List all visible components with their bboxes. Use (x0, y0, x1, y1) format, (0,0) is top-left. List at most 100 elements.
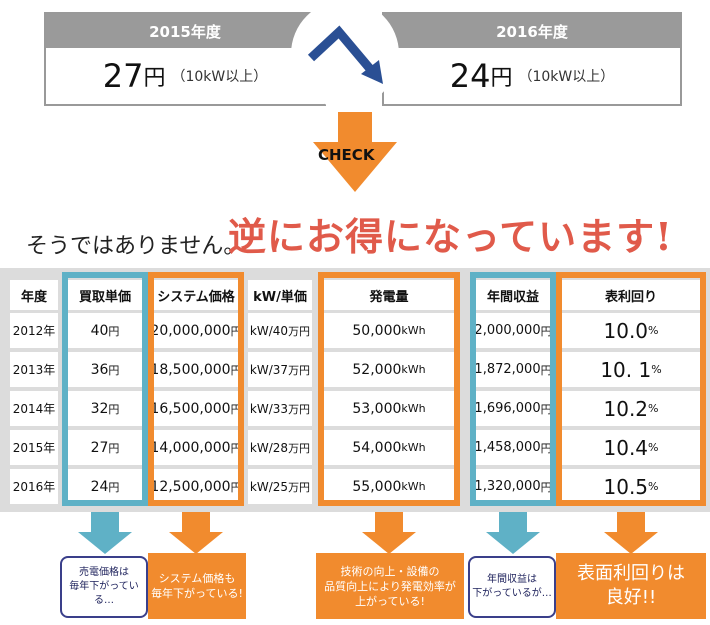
table-cell-system: 20,000,000 円 (150, 313, 242, 348)
cell-unit: 円 (230, 480, 242, 494)
cell-value: 1,320,000 (474, 479, 541, 494)
cell-unit: 円 (108, 480, 120, 494)
cell-unit: % (648, 480, 659, 493)
table-cell-price: 36 円 (68, 352, 142, 387)
cell-value: 32 (90, 400, 109, 417)
cell-unit: 円 (108, 324, 120, 338)
header-year: 年度 (10, 280, 58, 310)
price-unit-2015: 円 (143, 66, 166, 91)
price-2015: 27 円 （10kW以上） (46, 48, 324, 104)
cell-unit: 円 (230, 402, 242, 416)
summary-arrows (78, 512, 658, 554)
cell-value: 55,000 (352, 478, 402, 495)
cell-unit: % (648, 441, 659, 454)
cell-value: 14,000,000 (150, 439, 231, 456)
cell-value: 10.0 (603, 318, 649, 343)
cell-value: 1,696,000 (474, 401, 541, 416)
arrow-gen-icon (362, 512, 416, 554)
cell-value: kW/37 (249, 362, 289, 377)
arrow-rev-icon (486, 512, 540, 554)
cell-unit: 円 (540, 441, 552, 455)
note-price: 売電価格は 毎年下がっている… (60, 556, 148, 618)
table-cell-year: 2014年 (10, 391, 58, 426)
table-cell-rev: 1,458,000 円 (474, 430, 552, 465)
note-system: システム価格も 毎年下がっている! (148, 553, 246, 619)
price-value-2015: 27 (102, 57, 144, 95)
cell-value: 2016年 (12, 480, 56, 494)
cell-unit: 万円 (288, 324, 311, 338)
cell-unit: 円 (540, 324, 552, 338)
table-cell-gen: 53,000 kWh (324, 391, 454, 426)
cell-value: 2013年 (12, 363, 56, 377)
table-cell-gen: 52,000 kWh (324, 352, 454, 387)
cell-value: 24 (90, 478, 109, 495)
arrow-price-icon (78, 512, 132, 554)
highlight-price-column (62, 272, 148, 506)
cell-value: 2015年 (12, 441, 56, 455)
cell-value: 10.4 (603, 435, 649, 460)
table-cell-yield: 10.0% (562, 313, 700, 348)
price-note-2016: （10kW以上） (518, 69, 615, 85)
header-system: システム価格 (154, 280, 238, 310)
cell-unit: 万円 (288, 402, 311, 416)
cell-unit: % (648, 402, 659, 415)
header-rev: 年間収益 (476, 280, 550, 310)
cell-value: 16,500,000 (150, 400, 231, 417)
table-cell-year: 2015年 (10, 430, 58, 465)
table-cell-kw: kW/25 万円 (248, 469, 312, 504)
cell-unit: 円 (540, 480, 552, 494)
cell-unit: 円 (230, 324, 242, 338)
cell-unit: 円 (230, 363, 242, 377)
table-cell-rev: 1,696,000 円 (474, 391, 552, 426)
headline-lead: そうではありません。 (26, 234, 246, 259)
cell-unit: kWh (401, 363, 426, 376)
table-cell-yield: 10.2% (562, 391, 700, 426)
header-yield: 表利回り (562, 280, 700, 310)
cell-unit: 円 (108, 402, 120, 416)
cell-unit: 円 (108, 363, 120, 377)
cell-unit: kWh (401, 480, 426, 493)
cell-unit: 円 (108, 441, 120, 455)
cell-value: kW/28 (249, 440, 289, 455)
note-gen: 技術の向上・設備の 品質向上により発電効率が 上がっている! (316, 553, 464, 619)
cell-unit: 円 (230, 441, 242, 455)
highlight-gen-column (318, 272, 460, 506)
table-cell-rev: 1,872,000 円 (474, 352, 552, 387)
table-cell-gen: 54,000 kWh (324, 430, 454, 465)
table-cell-kw: kW/40 万円 (248, 313, 312, 348)
table-cell-year: 2012年 (10, 313, 58, 348)
table-cell-kw: kW/28 万円 (248, 430, 312, 465)
table-cell-kw: kW/33 万円 (248, 391, 312, 426)
check-label: CHECK (318, 146, 375, 164)
price-value-2016: 24 (449, 57, 491, 95)
cell-value: 54,000 (352, 439, 402, 456)
cell-value: 1,458,000 (474, 440, 541, 455)
cell-value: 1,872,000 (474, 362, 541, 377)
price-unit-2016: 円 (490, 66, 513, 91)
cell-unit: kWh (401, 402, 426, 415)
cell-value: kW/33 (249, 401, 289, 416)
table-cell-system: 12,500,000 円 (150, 469, 242, 504)
arrow-system-icon (169, 512, 223, 554)
cell-value: 40 (90, 322, 109, 339)
table-cell-system: 14,000,000 円 (150, 430, 242, 465)
highlight-rev-column (470, 272, 556, 506)
cell-value: kW/40 (249, 323, 289, 338)
note-yield: 表面利回りは 良好!! (556, 553, 706, 619)
cell-unit: 万円 (288, 363, 311, 377)
cell-value: 27 (90, 439, 109, 456)
table-cell-kw: kW/37 万円 (248, 352, 312, 387)
table-cell-year: 2013年 (10, 352, 58, 387)
cell-value: 12,500,000 (150, 478, 231, 495)
arrow-yield-icon (604, 512, 658, 554)
highlight-yield-column (556, 272, 706, 506)
price-note-2015: （10kW以上） (171, 69, 268, 85)
table-cell-yield: 10.5% (562, 469, 700, 504)
cell-value: 53,000 (352, 400, 402, 417)
cell-unit: 万円 (288, 480, 311, 494)
table-cell-system: 18,500,000 円 (150, 352, 242, 387)
table-cell-gen: 50,000 kWh (324, 313, 454, 348)
cell-value: 20,000,000 (150, 322, 231, 339)
cell-value: 50,000 (352, 322, 402, 339)
header-gen: 発電量 (324, 280, 454, 310)
